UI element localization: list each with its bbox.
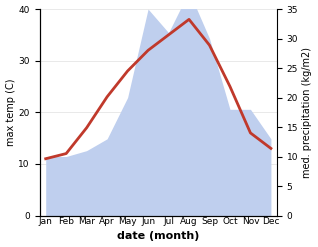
- Y-axis label: max temp (C): max temp (C): [5, 79, 16, 146]
- X-axis label: date (month): date (month): [117, 231, 199, 242]
- Y-axis label: med. precipitation (kg/m2): med. precipitation (kg/m2): [302, 47, 313, 178]
